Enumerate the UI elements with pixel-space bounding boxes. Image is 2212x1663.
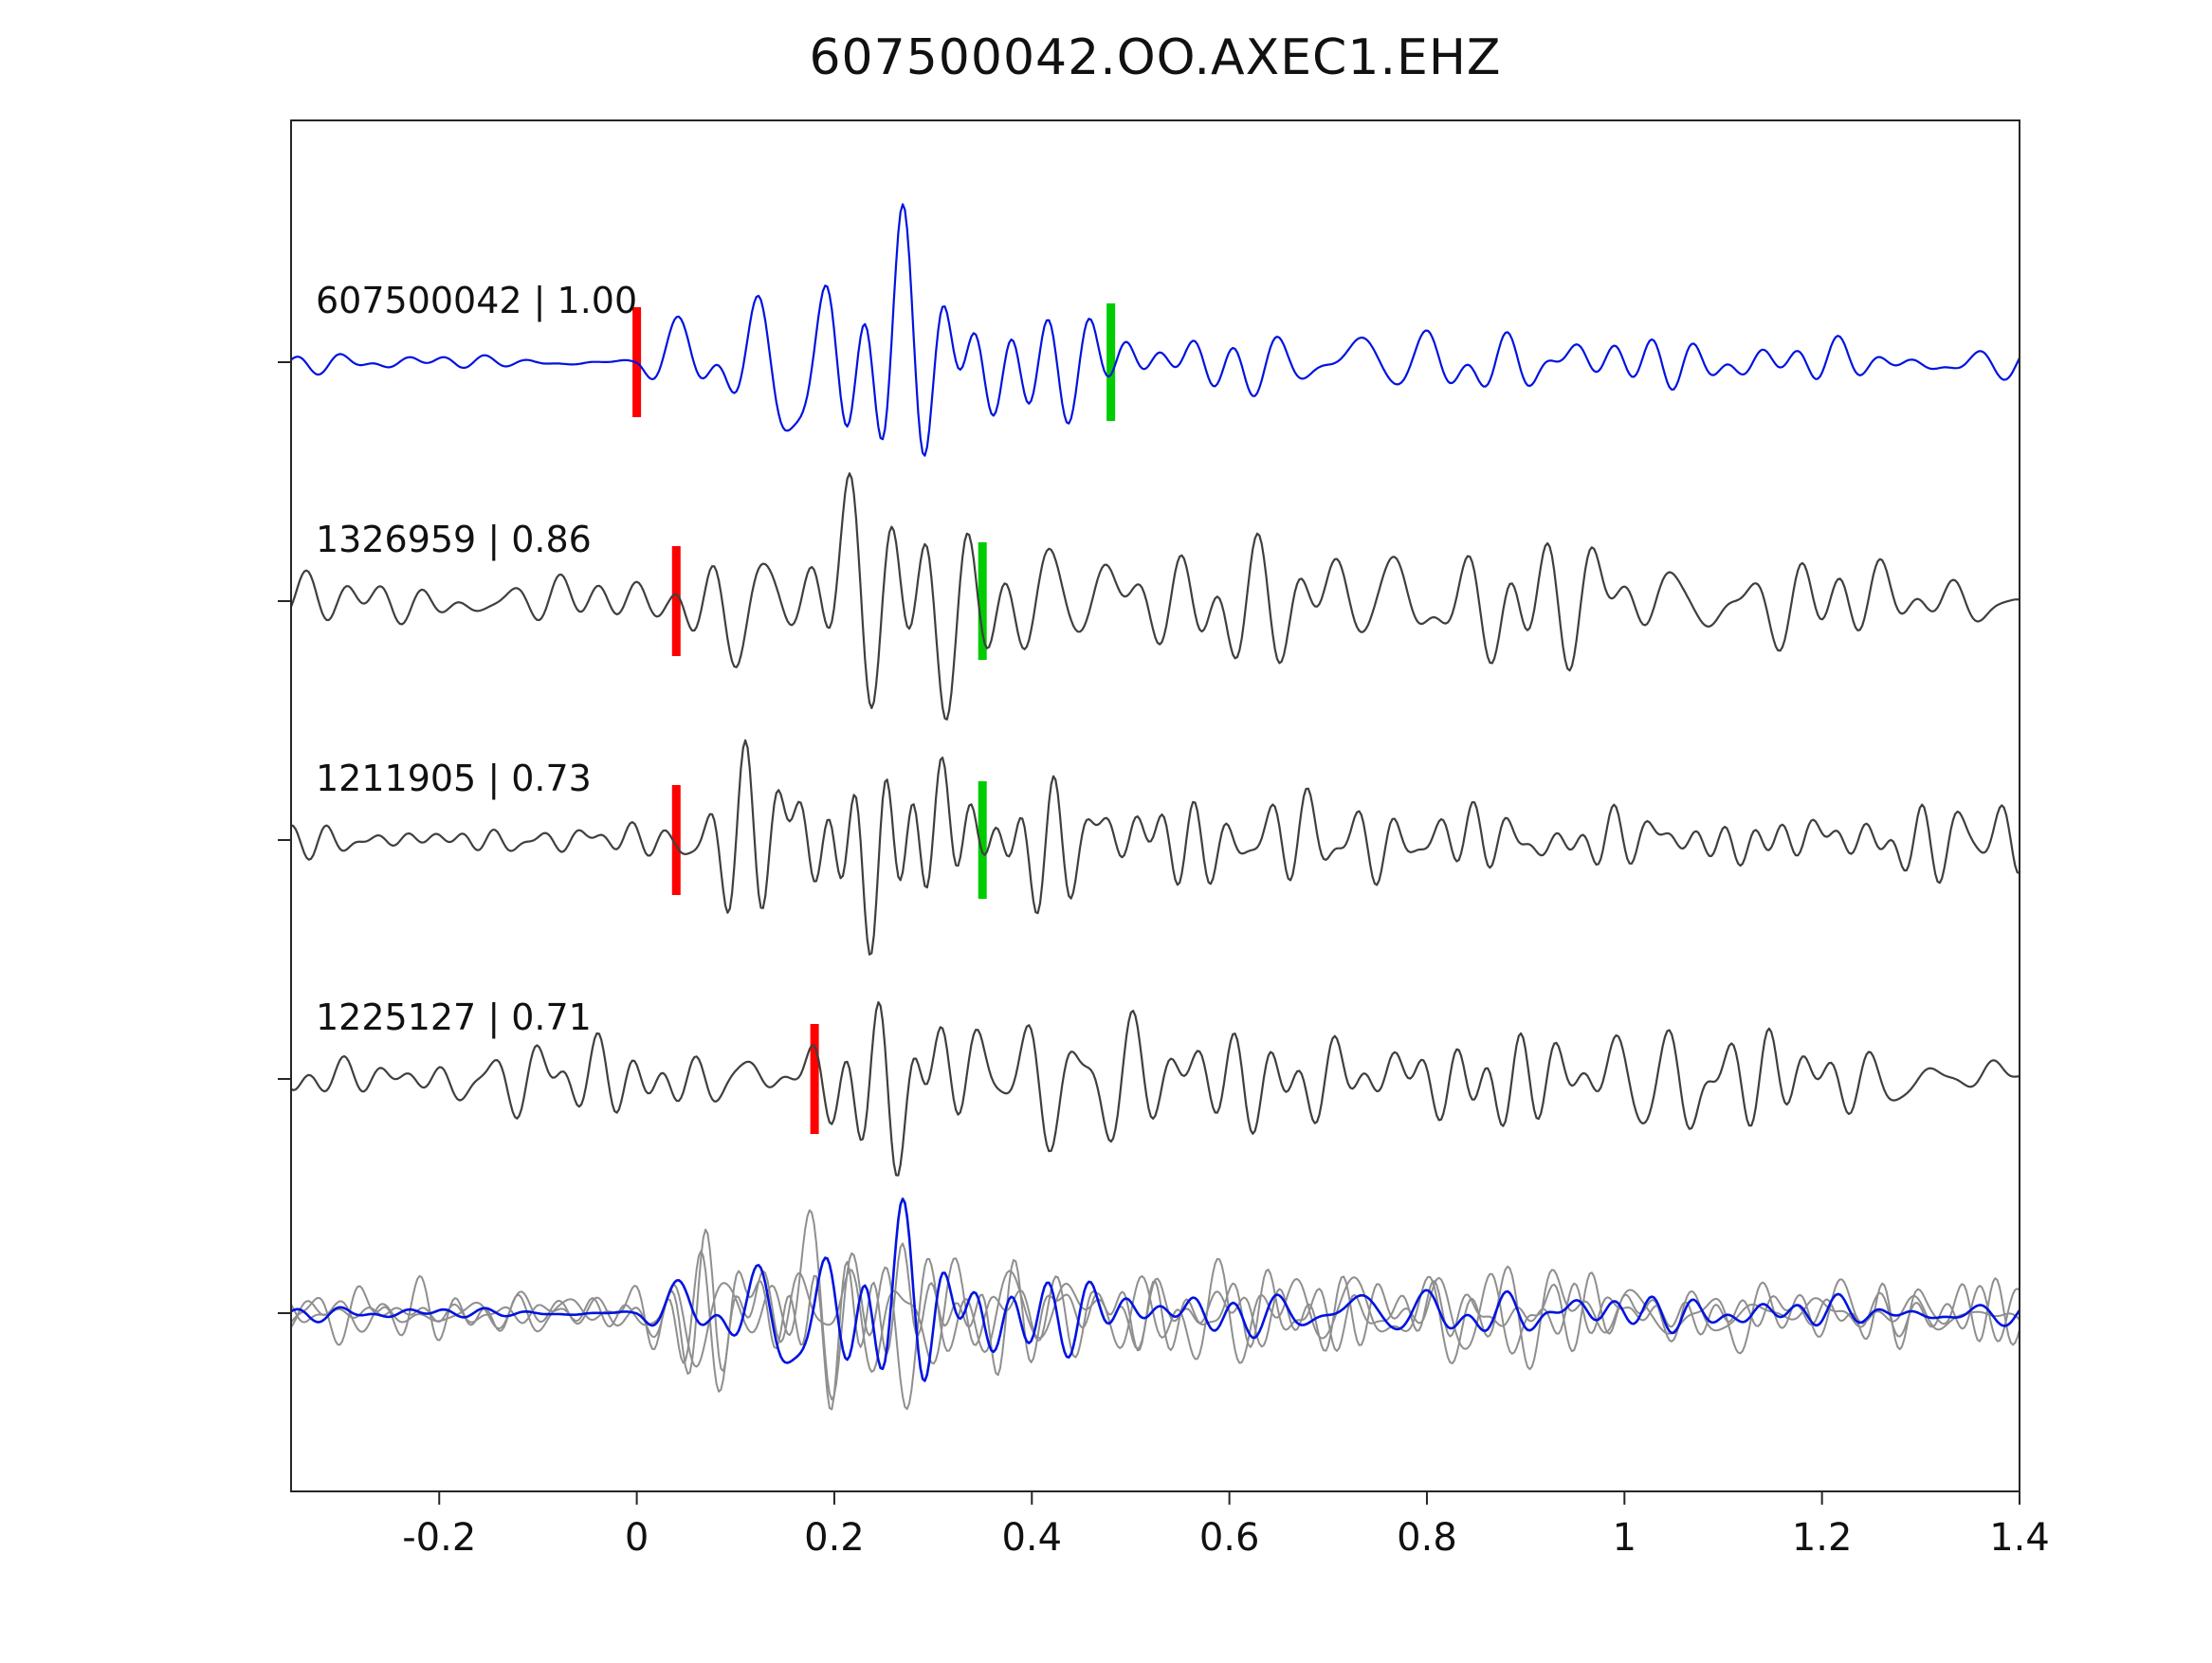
x-tick-label: 1 — [1613, 1516, 1636, 1560]
trace-path-1211905 — [292, 739, 2019, 956]
match-marker-green — [1106, 303, 1116, 421]
trace-label: 1326959 | 0.86 — [316, 519, 592, 561]
overlay-path-1225127 — [292, 1250, 2019, 1393]
overlay-path-template — [292, 1197, 2019, 1382]
plot-box — [290, 119, 2020, 1492]
match-marker-green — [978, 781, 987, 899]
x-tick-label: 0.2 — [804, 1516, 865, 1560]
trace-path-1326959 — [292, 472, 2019, 721]
x-tick-label: 0.6 — [1199, 1516, 1260, 1560]
x-tick-label: -0.2 — [402, 1516, 476, 1560]
pick-marker-layer — [632, 303, 1116, 1134]
x-tick-label: 0.8 — [1397, 1516, 1457, 1560]
overlay-path-1326959 — [292, 1209, 2019, 1411]
waveform-layer — [292, 203, 2019, 1411]
trace-label: 607500042 | 1.00 — [316, 280, 637, 322]
pick-marker-red — [810, 1024, 819, 1134]
trace-label-layer: 607500042 | 1.00 1326959 | 0.86 1211905 | … — [316, 280, 637, 1039]
x-tick-label: 0 — [625, 1516, 649, 1560]
trace-path-607500042 — [292, 203, 2019, 457]
x-tick-label: 1.2 — [1792, 1516, 1853, 1560]
trace-label: 1225127 | 0.71 — [316, 996, 592, 1039]
trace-path-1225127 — [292, 1000, 2019, 1177]
axes-layer: -0.2 0 0.2 0.4 0.6 0.8 1 1.2 1.4 — [278, 119, 2050, 1560]
pick-marker-red — [671, 546, 681, 656]
match-marker-green — [978, 542, 987, 660]
x-tick-label: 1.4 — [1989, 1516, 2050, 1560]
chart-title: 607500042.OO.AXEC1.EHZ — [809, 29, 1502, 86]
pick-marker-red — [671, 785, 681, 895]
x-tick-label: 0.4 — [1001, 1516, 1062, 1560]
trace-label: 1211905 | 0.73 — [316, 758, 592, 800]
